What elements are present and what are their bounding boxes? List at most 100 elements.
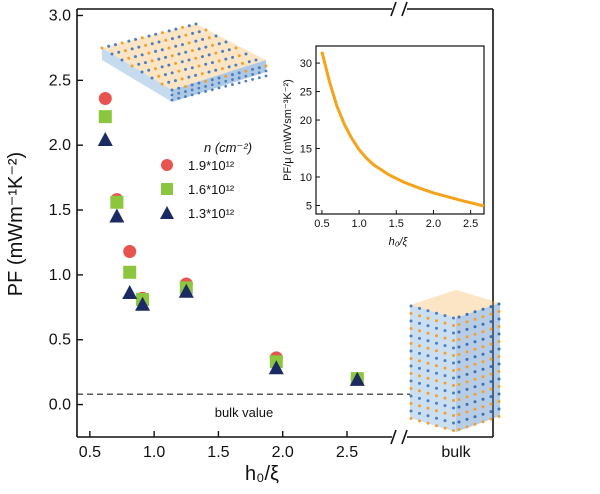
- lattice-atom: [473, 422, 477, 426]
- lattice-atom: [473, 317, 477, 321]
- lattice-atom: [244, 74, 248, 78]
- lattice-atom: [137, 45, 141, 49]
- lattice-atom: [426, 391, 430, 395]
- lattice-atom: [177, 91, 181, 95]
- lattice-atom: [177, 35, 181, 39]
- lattice-atom: [465, 410, 469, 414]
- lattice-atom: [443, 359, 447, 363]
- lattice-atom: [207, 53, 211, 57]
- lattice-atom: [409, 319, 413, 323]
- lattice-atom: [489, 320, 493, 324]
- inset-x-tick-label: 0.5: [314, 218, 329, 230]
- lattice-atom: [426, 309, 430, 313]
- lattice-atom: [497, 385, 501, 388]
- lattice-atom: [251, 78, 254, 81]
- lattice-atom: [426, 324, 430, 328]
- lattice-atom: [465, 320, 469, 324]
- lattice-atom: [197, 30, 201, 34]
- lattice-atom: [481, 322, 485, 326]
- lattice-atom: [183, 85, 187, 89]
- lattice-atom: [190, 83, 194, 87]
- inset-y-ticks: 5 10 15 20 25 30: [300, 58, 320, 212]
- lattice-atom: [457, 428, 461, 431]
- lattice-atom: [426, 376, 430, 380]
- x-tick-label: 0.5: [79, 444, 101, 461]
- lattice-atom: [452, 361, 455, 365]
- lattice-atom: [157, 57, 161, 61]
- y-tick-label: 0.0: [49, 397, 71, 414]
- lattice-atom: [187, 24, 191, 28]
- lattice-atom: [133, 55, 137, 59]
- lattice-atom: [457, 390, 461, 394]
- lattice-atom: [241, 61, 245, 65]
- lattice-atom: [426, 421, 430, 425]
- data-point-square: [110, 195, 124, 209]
- lattice-atom: [110, 52, 114, 56]
- lattice-atom: [481, 307, 485, 311]
- inset-x-tick-label: 1.5: [389, 218, 404, 230]
- legend-label-1: 1.9*10¹²: [188, 158, 235, 173]
- lattice-atom: [443, 329, 447, 333]
- lattice-atom: [497, 415, 501, 418]
- lattice-atom: [140, 53, 144, 57]
- lattice-atom: [426, 354, 430, 358]
- lattice-atom: [481, 315, 485, 319]
- lattice-atom: [473, 332, 477, 336]
- lattice-atom: [435, 311, 438, 315]
- lattice-atom: [457, 405, 461, 409]
- data-point-triangle: [178, 283, 194, 298]
- lattice-atom: [237, 54, 241, 58]
- lattice-atom: [457, 413, 461, 416]
- lattice-atom: [190, 88, 194, 92]
- lattice-atom: [154, 32, 158, 36]
- lattice-atom: [418, 306, 421, 310]
- lattice-atom: [457, 353, 461, 356]
- legend-marker-triangle: [160, 206, 174, 219]
- axis-break-bottom: [390, 429, 408, 445]
- lattice-atom: [167, 80, 171, 84]
- data-points: [97, 91, 365, 386]
- lattice-atom: [154, 49, 158, 53]
- lattice-atom: [150, 76, 154, 80]
- lattice-atom: [217, 59, 221, 63]
- lattice-atom: [435, 401, 438, 405]
- lattice-atom: [204, 62, 208, 66]
- lattice-atom: [211, 43, 215, 47]
- lattice-atom: [251, 73, 254, 76]
- lattice-atom: [489, 387, 493, 391]
- lattice-atom: [231, 83, 234, 86]
- lattice-atom: [150, 42, 154, 46]
- lattice-atom: [465, 357, 469, 361]
- lattice-atom: [443, 321, 447, 325]
- lattice-atom: [244, 79, 248, 83]
- lattice-atom: [418, 396, 421, 400]
- inset-y-tick-label: 15: [300, 144, 312, 156]
- lattice-atom: [227, 65, 231, 69]
- lattice-atom: [457, 368, 461, 371]
- lattice-atom: [217, 76, 221, 80]
- lattice-atom: [207, 36, 211, 40]
- lattice-atom: [443, 411, 447, 415]
- lattice-atom: [251, 67, 255, 71]
- x-axis-label: h₀/ξ: [245, 463, 279, 485]
- lattice-atom: [170, 98, 174, 102]
- lattice-atom: [465, 365, 469, 369]
- lattice-atom: [452, 339, 455, 342]
- lattice-atom: [197, 47, 201, 51]
- lattice-atom: [465, 425, 469, 429]
- lattice-atom: [473, 377, 477, 381]
- lattice-atom: [443, 314, 447, 318]
- x-break-label: bulk: [441, 444, 471, 461]
- lattice-atom: [481, 420, 485, 424]
- lattice-atom: [481, 390, 485, 394]
- y-tick-label: 2.5: [49, 72, 71, 89]
- thin-film-lattice-illustration: [100, 22, 268, 102]
- lattice-atom: [473, 385, 477, 389]
- lattice-atom: [180, 43, 184, 47]
- lattice-atom: [457, 330, 461, 334]
- lattice-atom: [473, 362, 477, 366]
- lattice-atom: [418, 374, 421, 378]
- lattice-atom: [224, 79, 228, 83]
- lattice-atom: [435, 334, 438, 338]
- lattice-atom: [489, 312, 493, 316]
